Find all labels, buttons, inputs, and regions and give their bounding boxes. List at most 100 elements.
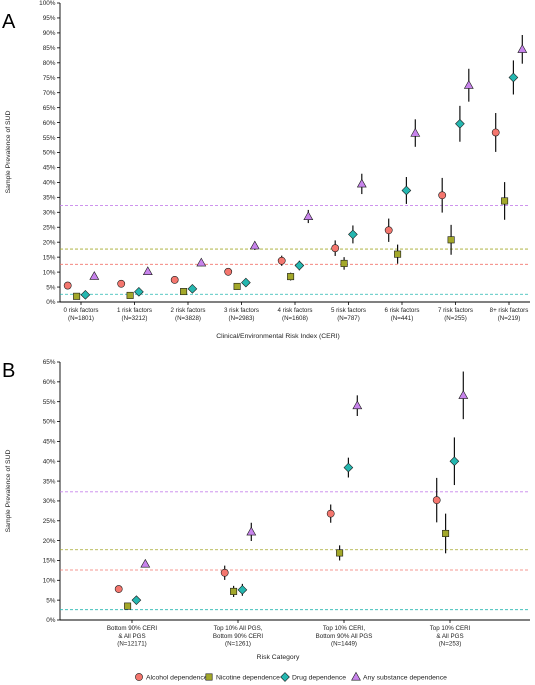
panel-a-x-tick-label-line: (N=441) <box>391 315 414 322</box>
panel-a-y-tick-label: 70% <box>43 90 56 97</box>
panel-a-series-drug-dependence <box>80 60 519 300</box>
panel-b-data-point <box>230 587 238 595</box>
panel-a-x-tick-label-line: 6 risk factors <box>384 307 419 314</box>
panel-a-data-point <box>508 72 519 83</box>
legend: Alcohol dependence Nicotine dependence Dru… <box>135 671 447 682</box>
panel-a-y-tick-label: 30% <box>43 210 56 217</box>
panel-a-data-point <box>187 284 198 294</box>
panel-b-xlabel: Risk Category <box>257 654 300 661</box>
panel-a-data-point <box>463 80 474 89</box>
panel-b-y-tick-label: 55% <box>43 399 56 406</box>
panel-a-x-tick-label-line: 1 risk factors <box>117 307 152 314</box>
panel-b-y-tick-label: 40% <box>43 458 56 465</box>
panel-a-xlabel: Clinical/Environmental Risk Index (CERI) <box>216 333 340 340</box>
panel-b-y-tick-label: 65% <box>43 359 56 366</box>
panel-b-y-tick-label: 10% <box>43 578 56 585</box>
panel-b-data-point <box>432 496 441 505</box>
panel-a-y-tick-label: 40% <box>43 180 56 187</box>
panel-b-data-point <box>131 595 142 605</box>
panel-a-y-tick-label: 95% <box>43 15 56 22</box>
panel-b-x-tick-label: Top 10% CERI & All PGS (N=253) <box>430 625 471 648</box>
panel-a-data-point <box>126 291 134 299</box>
panel-a-x-tick-label-line: 3 risk factors <box>224 307 259 314</box>
panel-b-data-point <box>220 568 229 577</box>
panel-a-x-tick-label-line: (N=219) <box>498 315 521 322</box>
legend-item-alcohol-dependence: Alcohol dependence <box>135 673 208 682</box>
panel-a-data-point <box>501 197 509 205</box>
panel-a-data-point <box>384 226 393 235</box>
panel-b-series-drug-dependence <box>131 437 460 605</box>
panel-a-data-point <box>80 289 91 300</box>
legend-item-nicotine-dependence: Nicotine dependence <box>205 673 280 682</box>
panel-a-y-tick-label: 10% <box>43 269 56 276</box>
panel-a-y-tick-label: 60% <box>43 120 56 127</box>
panel-a-y-tick-label: 85% <box>43 45 56 52</box>
panel-a-data-point <box>233 282 241 290</box>
panel-a-y-tick-label: 90% <box>43 30 56 37</box>
panel-b-x-tick-label: Bottom 90% CERI & All PGS (N=12171) <box>107 625 157 648</box>
panel-b-y-tick-label: 35% <box>43 478 56 485</box>
panel-a-data-point <box>277 256 286 265</box>
panel-b-data-point <box>458 390 469 399</box>
legend-label: Drug dependence <box>292 675 346 682</box>
panel-b-plot: 0% 5% 10% 15% 20% 25% 30% 35% 40% 45% 50% 55% 60% 65%… <box>43 359 530 648</box>
panel-a-y-tick-label: 25% <box>43 224 56 231</box>
panel-a-y-tick-label: 50% <box>43 150 56 157</box>
panel-a-x-tick-label: 0 risk factors (N=1801) <box>63 307 98 322</box>
panel-a-x-tick-label-line: (N=1801) <box>68 315 94 322</box>
legend-item-any-substance-dependence: Any substance dependence <box>351 671 447 682</box>
panel-b-x-tick-label: Top 10% All PGS, Bottom 90% CERI (N=1261) <box>213 625 263 648</box>
legend-marker <box>280 672 290 682</box>
panel-a-x-tick-label-line: (N=3828) <box>175 315 201 322</box>
panel-a-y-tick-label: 75% <box>43 75 56 82</box>
panel-a-data-point <box>394 250 402 258</box>
panel-b-series-alcohol-dependence <box>114 477 441 593</box>
panel-a-x-tick-label-line: 7 risk factors <box>438 307 473 314</box>
panel-b-data-point <box>449 456 460 467</box>
panel-a-y-tick-label: 5% <box>46 284 56 291</box>
panel-a-y-tick-label: 20% <box>43 239 56 246</box>
panel-a-data-point <box>340 259 348 267</box>
legend-marker <box>205 673 213 681</box>
panel-a-data-point <box>134 287 144 297</box>
panel-a-letter: A <box>2 11 16 33</box>
panel-a-y-tick-label: 0% <box>46 299 56 306</box>
panel-a-x-tick-label: 6 risk factors (N=441) <box>384 307 419 322</box>
panel-b-data-point <box>124 602 132 610</box>
panel-a-data-point <box>438 191 447 200</box>
legend-item-drug-dependence: Drug dependence <box>280 672 346 682</box>
panel-a-x-tick-label-line: (N=3212) <box>122 315 148 322</box>
panel-b-series-any-substance-dependence <box>140 371 469 568</box>
panel-a-data-point <box>224 267 233 276</box>
panel-b-y-tick-label: 25% <box>43 518 56 525</box>
panel-a-ylabel: Sample Prevalence of SUD <box>5 111 12 194</box>
panel-b-data-point <box>336 549 344 557</box>
panel-b-x-tick-label-line: Top 10% All PGS, <box>214 625 263 632</box>
legend-marker <box>351 671 361 681</box>
panel-a-data-point <box>196 257 207 267</box>
panel-a-data-point <box>287 273 295 281</box>
panel-b-data-point <box>442 529 450 537</box>
panel-a-series-alcohol-dependence <box>63 113 500 290</box>
panel-a-data-point <box>331 244 340 253</box>
panel-b-x-tick-label-line: Top 10% CERI, <box>323 625 366 632</box>
panel-a-x-tick-label: 8+ risk factors (N=219) <box>490 307 529 322</box>
panel-b-y-tick-label: 50% <box>43 419 56 426</box>
panel-a-data-point <box>249 240 260 250</box>
panel-b: B Sample Prevalence of SUD Risk Category… <box>2 359 530 661</box>
panel-a-x-tick-label: 7 risk factors (N=255) <box>438 307 473 322</box>
panel-a-x-tick-label-line: 5 risk factors <box>331 307 366 314</box>
panel-a-data-point <box>455 118 465 129</box>
panel-a-data-point <box>180 288 188 296</box>
panel-b-data-point <box>326 509 335 518</box>
panel-a-series-any-substance-dependence <box>89 34 528 280</box>
panel-a-x-tick-label-line: (N=1608) <box>282 315 308 322</box>
panel-a-x-tick-label-line: 2 risk factors <box>170 307 205 314</box>
panel-a-x-tick-label: 3 risk factors (N=2983) <box>224 307 259 322</box>
panel-a-data-point <box>447 236 455 244</box>
legend-label: Alcohol dependence <box>146 675 208 682</box>
panel-a-data-point <box>294 260 305 271</box>
panel-a-y-tick-label: 100% <box>39 0 56 7</box>
panel-a-data-point <box>410 127 421 137</box>
